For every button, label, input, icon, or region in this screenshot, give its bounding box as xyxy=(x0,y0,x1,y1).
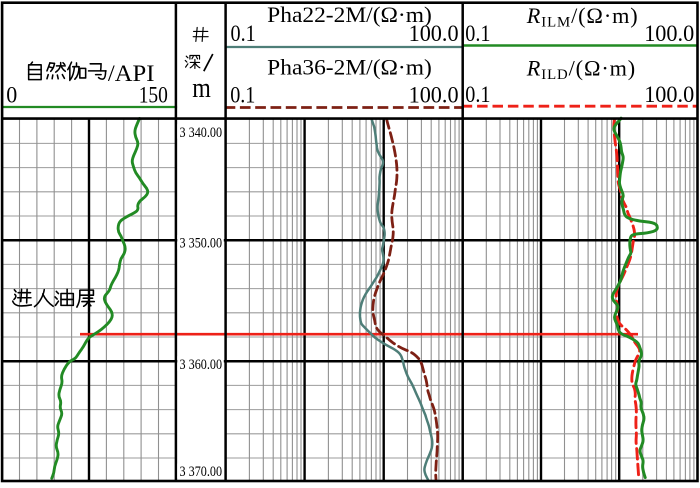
svg-text:Pha22-2M/(Ω·m): Pha22-2M/(Ω·m) xyxy=(267,2,432,27)
svg-text:/API: /API xyxy=(108,61,154,86)
svg-text:3 370.00: 3 370.00 xyxy=(180,464,223,480)
svg-text:Pha36-2M/(Ω·m): Pha36-2M/(Ω·m) xyxy=(267,55,432,80)
svg-text:100.0: 100.0 xyxy=(644,82,694,108)
svg-text:0.1: 0.1 xyxy=(231,21,256,47)
svg-text:3 350.00: 3 350.00 xyxy=(180,236,223,252)
svg-text:m: m xyxy=(192,72,211,104)
svg-text:100.0: 100.0 xyxy=(644,21,694,47)
svg-text:3 340.00: 3 340.00 xyxy=(180,125,223,141)
svg-text:100.0: 100.0 xyxy=(409,82,459,108)
svg-text:0.1: 0.1 xyxy=(465,82,490,108)
svg-text:150: 150 xyxy=(139,83,168,109)
svg-text:0.1: 0.1 xyxy=(230,82,255,108)
svg-text:RILM/(Ω·m): RILM/(Ω·m) xyxy=(526,3,639,31)
svg-text:3 360.00: 3 360.00 xyxy=(180,357,223,373)
svg-text:RILD/(Ω·m): RILD/(Ω·m) xyxy=(526,55,636,83)
svg-text:0.1: 0.1 xyxy=(465,21,490,47)
svg-text:0: 0 xyxy=(6,83,17,109)
svg-text:100.0: 100.0 xyxy=(409,21,459,47)
